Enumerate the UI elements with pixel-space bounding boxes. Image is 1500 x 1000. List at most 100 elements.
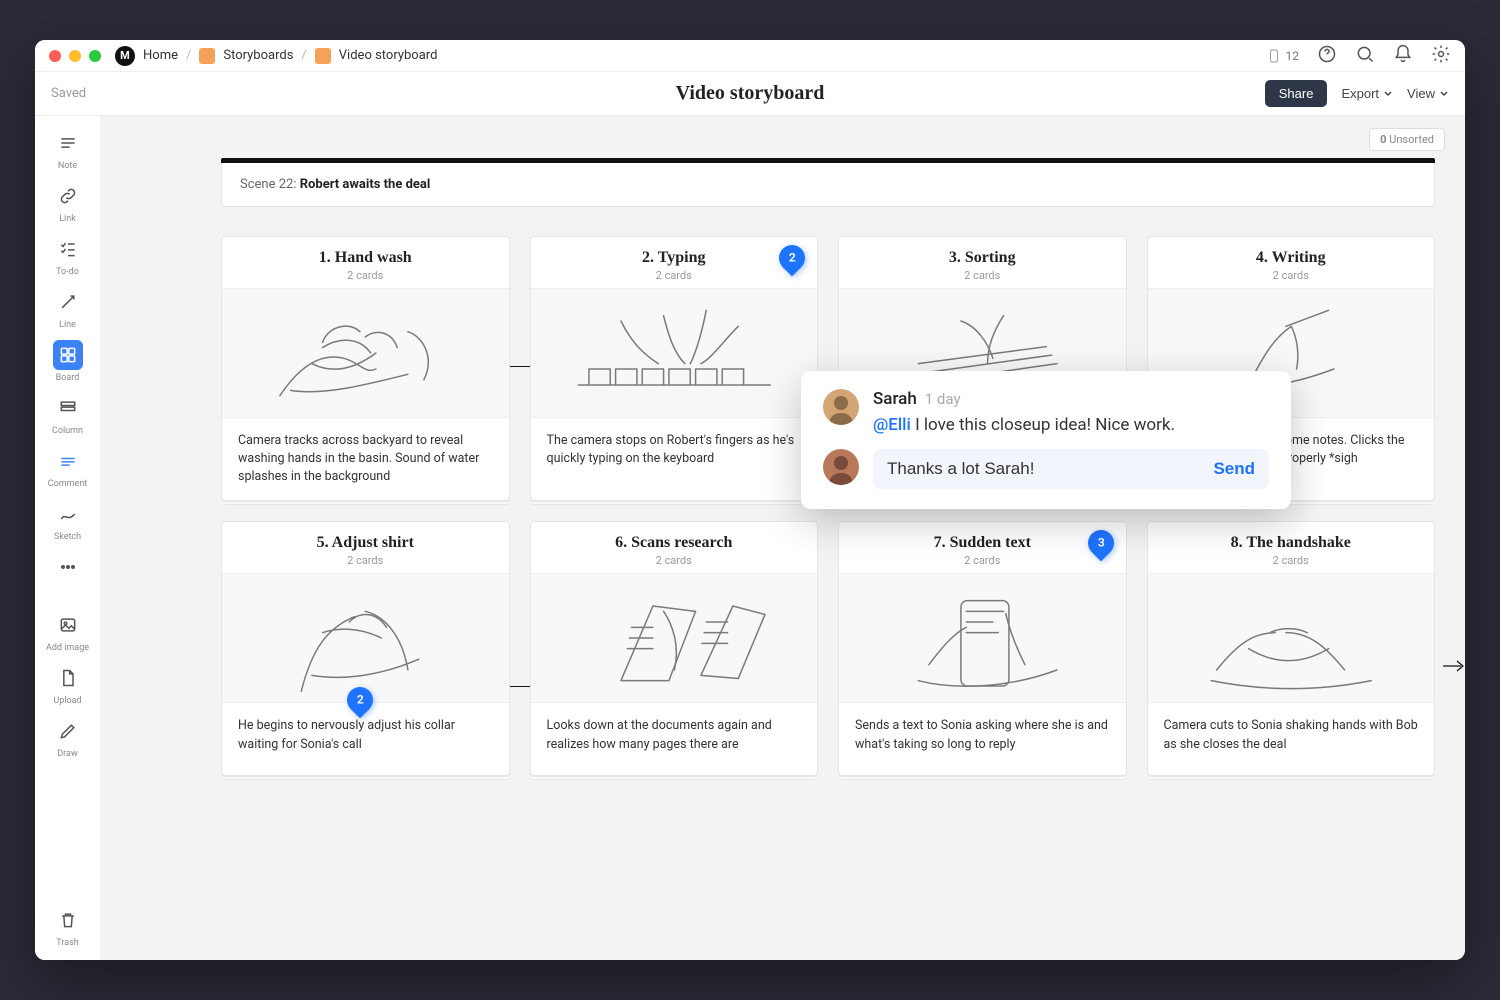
- save-status: Saved: [51, 86, 86, 101]
- device-count-label: 12: [1286, 49, 1300, 63]
- scene-title-row[interactable]: Scene 22: Robert awaits the deal: [221, 163, 1435, 207]
- storyboard-card[interactable]: 7. Sudden text2 cards Sends a text to So…: [838, 521, 1127, 776]
- sidebar-label: Sketch: [54, 532, 81, 542]
- search-icon[interactable]: [1355, 44, 1375, 68]
- sidebar-label: Comment: [48, 479, 87, 489]
- sidebar-item-sketch[interactable]: Sketch: [40, 497, 96, 544]
- card-title: 8. The handshake: [1156, 534, 1427, 552]
- device-icon: [1266, 48, 1282, 64]
- chevron-down-icon: [1383, 89, 1393, 99]
- sidebar-item-trash[interactable]: Trash: [40, 903, 96, 950]
- minimize-window-icon[interactable]: [69, 50, 81, 62]
- view-button[interactable]: View: [1407, 86, 1449, 101]
- card-title: 6. Scans research: [539, 534, 810, 552]
- card-subtitle: 2 cards: [539, 554, 810, 567]
- folder-icon: [199, 48, 215, 64]
- sidebar-item-draw[interactable]: Draw: [40, 714, 96, 761]
- card-title: 7. Sudden text: [847, 534, 1118, 552]
- breadcrumb-sep: /: [186, 48, 191, 63]
- card-title: 3. Sorting: [847, 249, 1118, 267]
- comment-popover: Sarah1 day @Elli I love this closeup ide…: [801, 371, 1291, 509]
- sidebar-item-board[interactable]: Board: [40, 338, 96, 385]
- breadcrumb-current[interactable]: Video storyboard: [339, 48, 438, 63]
- reply-input[interactable]: [887, 459, 1213, 479]
- sketch-thumbnail: [1148, 573, 1435, 703]
- card-subtitle: 2 cards: [539, 269, 810, 282]
- storyboard-card[interactable]: 6. Scans research 2 cards Looks down at t…: [530, 521, 819, 776]
- bell-icon[interactable]: [1393, 44, 1413, 68]
- next-arrow[interactable]: [1443, 636, 1465, 700]
- chevron-down-icon: [1439, 89, 1449, 99]
- titlebar: M Home / Storyboards / Video storyboard …: [35, 40, 1465, 72]
- card-subtitle: 2 cards: [230, 554, 501, 567]
- card-description: Looks down at the documents again and re…: [531, 703, 818, 775]
- card-subtitle: 2 cards: [230, 269, 501, 282]
- document-toolbar: Saved Video storyboard Share Export View: [35, 72, 1465, 116]
- card-subtitle: 2 cards: [847, 269, 1118, 282]
- sidebar-label: Column: [52, 426, 83, 436]
- sketch-thumbnail: [531, 288, 818, 418]
- sidebar-item-comment[interactable]: Comment: [40, 444, 96, 491]
- page-title: Video storyboard: [676, 82, 825, 105]
- unsorted-pill[interactable]: 0 Unsorted: [1369, 128, 1445, 151]
- sidebar-label: Draw: [57, 749, 77, 759]
- card-title: 4. Writing: [1156, 249, 1427, 267]
- scene-number: Scene 22:: [240, 177, 296, 192]
- card-title: 1. Hand wash: [230, 249, 501, 267]
- sketch-thumbnail: [531, 573, 818, 703]
- reply-box: Send: [873, 449, 1269, 489]
- gear-icon[interactable]: [1431, 44, 1451, 68]
- sidebar-item-note[interactable]: Note: [40, 126, 96, 173]
- sidebar-label: Upload: [53, 696, 81, 706]
- app-body: Note Link To-do Line Board Column Commen…: [35, 116, 1465, 960]
- card-subtitle: 2 cards: [847, 554, 1118, 567]
- sidebar-label: Add image: [46, 643, 89, 653]
- help-icon[interactable]: [1317, 44, 1337, 68]
- comment-time: 1 day: [925, 390, 961, 408]
- maximize-window-icon[interactable]: [89, 50, 101, 62]
- sidebar-item-more[interactable]: [40, 550, 96, 584]
- sidebar-label: Link: [59, 214, 76, 224]
- sidebar-item-link[interactable]: Link: [40, 179, 96, 226]
- sidebar-label: Note: [58, 161, 77, 171]
- card-description: He begins to nervously adjust his collar…: [222, 703, 509, 775]
- sidebar-item-todo[interactable]: To-do: [40, 232, 96, 279]
- canvas[interactable]: 0 Unsorted Scene 22: Robert awaits the d…: [101, 116, 1465, 960]
- breadcrumb-home[interactable]: Home: [143, 48, 178, 63]
- app-window: M Home / Storyboards / Video storyboard …: [35, 40, 1465, 960]
- mention[interactable]: @Elli: [873, 415, 911, 435]
- avatar: [823, 449, 859, 485]
- sidebar-item-upload[interactable]: Upload: [40, 661, 96, 708]
- app-logo[interactable]: M: [115, 46, 135, 66]
- close-window-icon[interactable]: [49, 50, 61, 62]
- sidebar-item-line[interactable]: Line: [40, 285, 96, 332]
- storyboard-card[interactable]: 8. The handshake 2 cards Camera cuts to S…: [1147, 521, 1436, 776]
- breadcrumb-sep: /: [301, 48, 306, 63]
- card-subtitle: 2 cards: [1156, 554, 1427, 567]
- sidebar-label: To-do: [56, 267, 79, 277]
- sketch-thumbnail: [222, 573, 509, 703]
- card-description: Camera cuts to Sonia shaking hands with …: [1148, 703, 1435, 775]
- left-sidebar: Note Link To-do Line Board Column Commen…: [35, 116, 101, 960]
- card-description: Camera tracks across backyard to reveal …: [222, 418, 509, 500]
- device-count[interactable]: 12: [1266, 48, 1300, 64]
- sidebar-label: Board: [56, 373, 80, 383]
- share-button[interactable]: Share: [1265, 80, 1328, 107]
- scene-title: Robert awaits the deal: [300, 177, 431, 192]
- comment-text: @Elli I love this closeup idea! Nice wor…: [873, 415, 1269, 435]
- sketch-thumbnail: [222, 288, 509, 418]
- breadcrumb-storyboards[interactable]: Storyboards: [223, 48, 293, 63]
- breadcrumb: Home / Storyboards / Video storyboard: [143, 48, 437, 64]
- storyboard-card[interactable]: 1. Hand wash 2 cards Camera tracks across…: [221, 236, 510, 501]
- send-button[interactable]: Send: [1213, 459, 1255, 479]
- sidebar-label: Line: [59, 320, 76, 330]
- storyboard-card[interactable]: 5. Adjust shirt2 cards He begins to nerv…: [221, 521, 510, 776]
- avatar: [823, 389, 859, 425]
- scene-header: Scene 22: Robert awaits the deal: [221, 158, 1435, 207]
- storyboard-card[interactable]: 2. Typing2 cards The camera stops on Rob…: [530, 236, 819, 501]
- sidebar-item-add-image[interactable]: Add image: [40, 608, 96, 655]
- card-title: 2. Typing: [539, 249, 810, 267]
- sidebar-item-column[interactable]: Column: [40, 391, 96, 438]
- export-button[interactable]: Export: [1341, 86, 1393, 101]
- sidebar-label: Trash: [56, 938, 78, 948]
